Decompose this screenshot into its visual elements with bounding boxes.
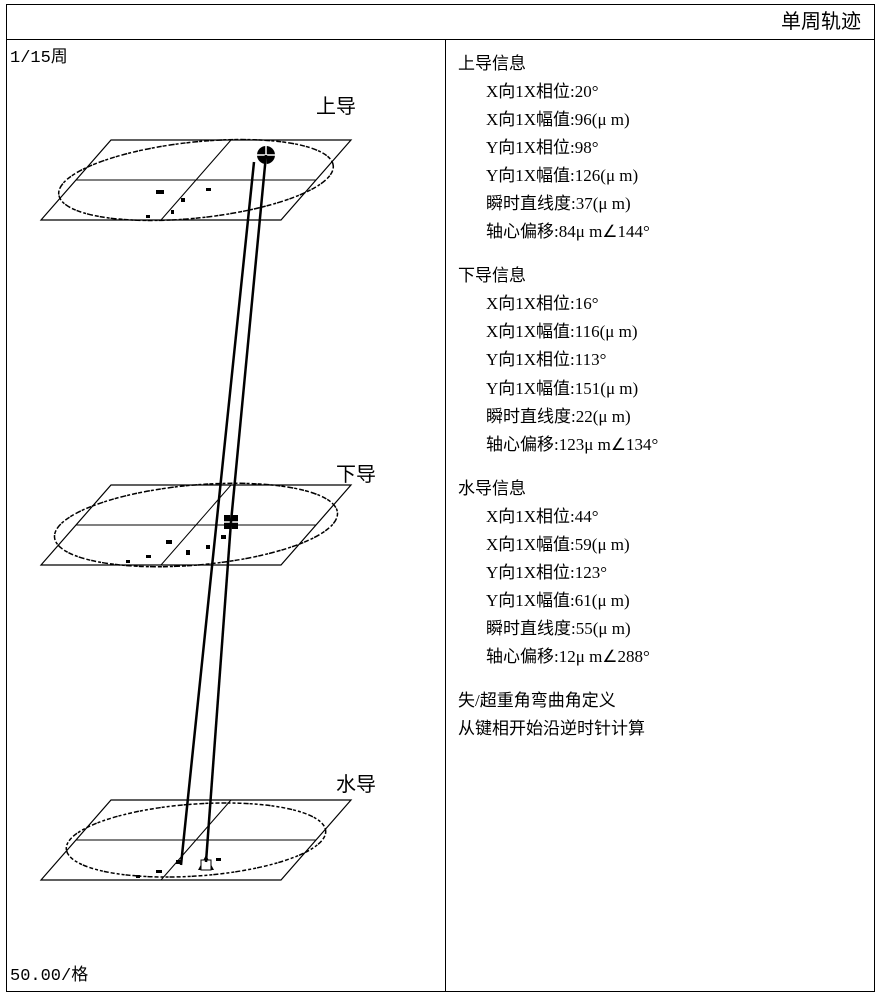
shaft-orbit-diagram (6, 40, 446, 992)
info-line: Y向1X幅值:126(μ m) (458, 162, 867, 190)
plane-lower (41, 473, 351, 577)
info-line: 瞬时直线度:22(μ m) (458, 403, 867, 431)
info-line: Y向1X相位:98° (458, 134, 867, 162)
info-group-title: 上导信息 (458, 50, 867, 78)
scatter-dot (171, 210, 174, 214)
info-line: 轴心偏移:12μ m∠288° (458, 643, 867, 671)
content-frame: 1/15周 50.00/格 上导 下导 水导 (6, 40, 875, 992)
info-panel: 上导信息 X向1X相位:20° X向1X幅值:96(μ m) Y向1X相位:98… (446, 40, 875, 992)
scatter-dot (126, 560, 130, 563)
info-group-title: 下导信息 (458, 262, 867, 290)
info-line: 瞬时直线度:55(μ m) (458, 615, 867, 643)
plane-water (41, 795, 351, 885)
scatter-dot (146, 215, 150, 218)
info-line: Y向1X幅值:151(μ m) (458, 375, 867, 403)
scatter-dot (221, 535, 226, 539)
info-group-title: 水导信息 (458, 475, 867, 503)
scatter-dot (136, 875, 140, 878)
scatter-dot (166, 540, 172, 544)
info-line: 轴心偏移:84μ m∠144° (458, 218, 867, 246)
info-line: Y向1X相位:123° (458, 559, 867, 587)
info-line: X向1X幅值:59(μ m) (458, 531, 867, 559)
scatter-dot (156, 190, 164, 194)
shaft-line-2 (206, 522, 231, 862)
scatter-dot (206, 545, 210, 549)
header-bar: 单周轨迹 (6, 4, 875, 40)
info-line: 轴心偏移:123μ m∠134° (458, 431, 867, 459)
note-line: 失/超重角弯曲角定义 (458, 687, 867, 715)
scatter-dot (181, 198, 185, 202)
scatter-dot (146, 555, 151, 558)
info-line: Y向1X幅值:61(μ m) (458, 587, 867, 615)
info-group-upper: 上导信息 X向1X相位:20° X向1X幅值:96(μ m) Y向1X相位:98… (458, 50, 867, 246)
info-line: X向1X幅值:116(μ m) (458, 318, 867, 346)
scatter-dot (206, 188, 211, 191)
diagram-panel: 1/15周 50.00/格 上导 下导 水导 (6, 40, 446, 992)
info-group-water: 水导信息 X向1X相位:44° X向1X幅值:59(μ m) Y向1X相位:12… (458, 475, 867, 671)
info-line: 瞬时直线度:37(μ m) (458, 190, 867, 218)
scatter-dot (186, 550, 190, 555)
definition-note: 失/超重角弯曲角定义 从键相开始沿逆时针计算 (458, 687, 867, 743)
note-line: 从键相开始沿逆时针计算 (458, 715, 867, 743)
info-group-lower: 下导信息 X向1X相位:16° X向1X幅值:116(μ m) Y向1X相位:1… (458, 262, 867, 458)
plane-upper (41, 128, 351, 232)
scatter-dot (216, 858, 221, 861)
info-line: X向1X相位:44° (458, 503, 867, 531)
info-line: X向1X幅值:96(μ m) (458, 106, 867, 134)
info-line: X向1X相位:16° (458, 290, 867, 318)
scatter-dot (156, 870, 162, 873)
info-line: X向1X相位:20° (458, 78, 867, 106)
info-line: Y向1X相位:113° (458, 346, 867, 374)
header-title: 单周轨迹 (781, 11, 861, 33)
shaft-line-3 (181, 162, 254, 865)
